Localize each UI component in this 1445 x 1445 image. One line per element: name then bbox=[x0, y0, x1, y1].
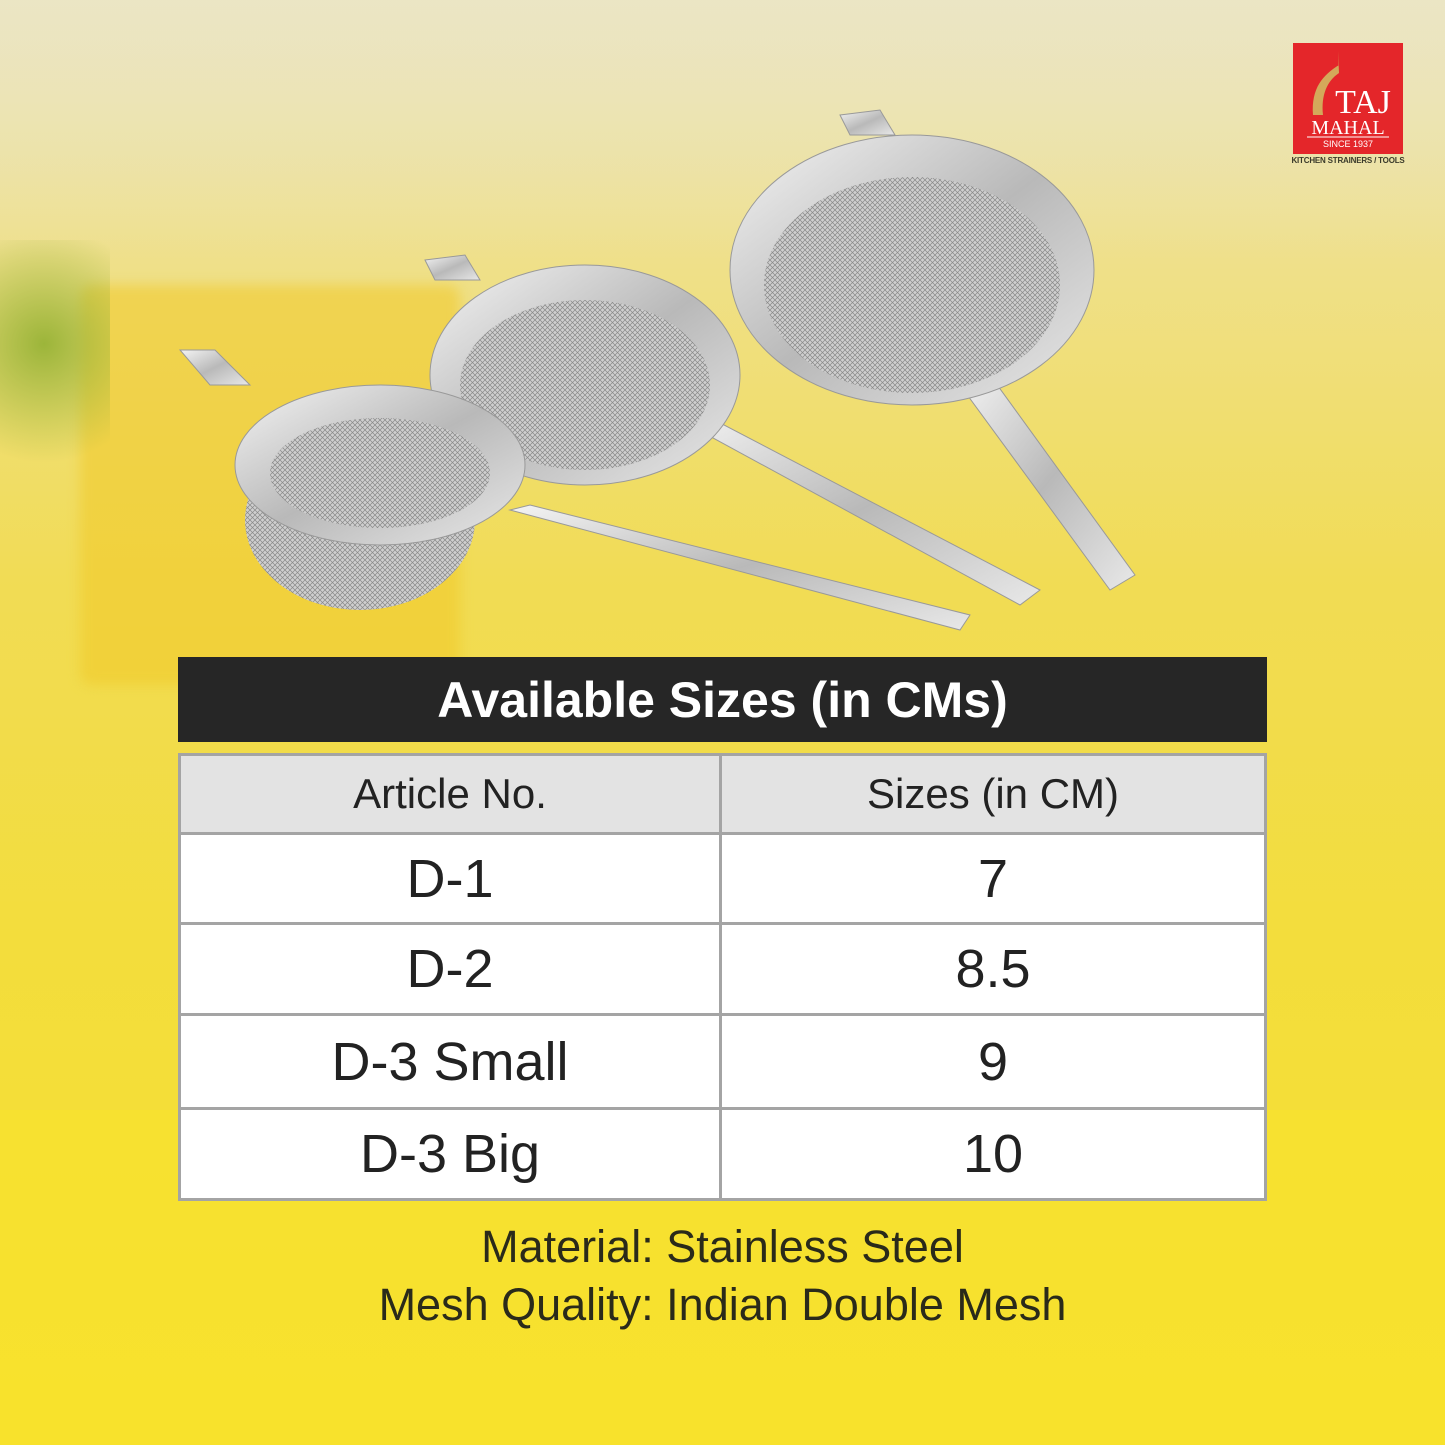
svg-text:SINCE 1937: SINCE 1937 bbox=[1323, 139, 1373, 149]
article-cell: D-2 bbox=[178, 922, 722, 1016]
background-plant bbox=[0, 240, 110, 500]
size-cell: 7 bbox=[719, 832, 1267, 925]
brand-tagline: KITCHEN STRAINERS / TOOLS bbox=[1291, 156, 1405, 165]
table-row: D-2 8.5 bbox=[178, 922, 1267, 1016]
size-cell: 8.5 bbox=[719, 922, 1267, 1016]
material-note: Material: Stainless Steel bbox=[481, 1221, 964, 1272]
size-cell: 10 bbox=[719, 1107, 1267, 1201]
header-size: Sizes (in CM) bbox=[719, 753, 1267, 835]
mesh-note: Mesh Quality: Indian Double Mesh bbox=[378, 1279, 1067, 1330]
article-cell: D-3 Big bbox=[178, 1107, 722, 1201]
strainer-set-image bbox=[178, 109, 1136, 631]
size-cell: 9 bbox=[719, 1013, 1267, 1110]
product-notes: Material: Stainless Steel Mesh Quality: … bbox=[0, 1218, 1445, 1334]
strainer-small bbox=[178, 349, 971, 631]
article-cell: D-1 bbox=[178, 832, 722, 925]
table-row: D-1 7 bbox=[178, 832, 1267, 925]
strainer-large bbox=[729, 109, 1136, 591]
page-title: Available Sizes (in CMs) bbox=[178, 657, 1267, 742]
table-header-row: Article No. Sizes (in CM) bbox=[178, 753, 1267, 835]
background-wall bbox=[0, 0, 1445, 260]
svg-text:TAJ: TAJ bbox=[1335, 84, 1391, 121]
table-row: D-3 Small 9 bbox=[178, 1013, 1267, 1110]
article-cell: D-3 Small bbox=[178, 1013, 722, 1110]
table-row: D-3 Big 10 bbox=[178, 1107, 1267, 1201]
sizes-table: Article No. Sizes (in CM) D-1 7 D-2 8.5 … bbox=[178, 753, 1267, 1201]
brand-logo: TAJ MAHAL SINCE 1937 bbox=[1293, 43, 1403, 154]
svg-text:MAHAL: MAHAL bbox=[1311, 117, 1384, 139]
header-article: Article No. bbox=[178, 753, 722, 835]
